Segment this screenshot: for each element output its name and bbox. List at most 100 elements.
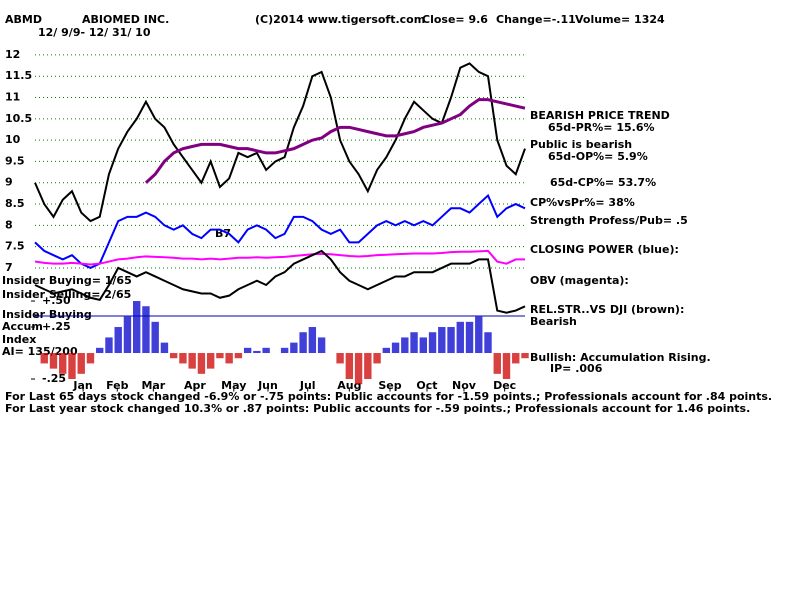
accumulation-bar xyxy=(179,353,187,364)
x-tick-label: Jul xyxy=(299,379,316,392)
series-line xyxy=(34,249,525,266)
y-tick-label: 12 xyxy=(5,48,20,61)
accumulation-bar xyxy=(364,353,372,380)
accumulation-bar xyxy=(382,347,391,354)
accumulation-bar xyxy=(151,321,159,354)
y2-tick-label: -.25 xyxy=(42,372,66,385)
accumulation-bar xyxy=(188,353,196,369)
x-tick-label: Jan xyxy=(72,379,92,392)
accumulation-bar xyxy=(493,353,501,374)
accumulation-bar xyxy=(243,347,252,354)
accumulation-bar xyxy=(206,353,215,369)
accumulation-bar xyxy=(512,353,520,364)
series-line xyxy=(144,98,526,184)
accumulation-bar xyxy=(299,332,307,354)
annotation: Bullish: Accumulation Rising. xyxy=(530,351,711,364)
footer-text: For Last year stock changed 10.3% or .87… xyxy=(5,402,750,415)
accumulation-bar xyxy=(447,327,455,354)
change: Change=-.11 xyxy=(496,13,576,26)
x-tick-label: Dec xyxy=(493,379,516,392)
y-tick-label: 11 xyxy=(5,91,20,104)
copyright: (C)2014 www.tigersoft.com xyxy=(255,13,425,26)
accumulation-bar xyxy=(68,353,76,380)
symbol: ABMD xyxy=(5,13,42,26)
annotation: Strength Profess/Pub= .5 xyxy=(530,214,688,227)
close: Close= 9.6 xyxy=(422,13,488,26)
accumulation-bar xyxy=(123,316,132,354)
y-tick-label: 9 xyxy=(5,176,13,189)
accumulation-bar xyxy=(336,353,344,364)
accumulation-bar xyxy=(96,347,104,354)
accumulation-bar xyxy=(401,337,409,354)
accumulation-bar xyxy=(465,321,474,354)
period: 12/ 9/9- 12/ 31/ 10 xyxy=(38,26,151,39)
accumulation-bar xyxy=(419,337,427,354)
accumulation-bar xyxy=(484,332,492,354)
x-tick-label: Apr xyxy=(184,379,206,392)
accumulation-bar xyxy=(262,347,270,354)
accumulation-bar xyxy=(114,327,122,354)
accumulation-bar xyxy=(280,347,289,354)
x-tick-label: Jun xyxy=(257,379,278,392)
accumulation-bar xyxy=(234,353,243,359)
y-tick-label: 10.5 xyxy=(5,112,32,125)
x-tick-label: Sep xyxy=(378,379,401,392)
series-line xyxy=(34,193,526,270)
y2-tick-label: +.50 xyxy=(42,294,71,307)
x-tick-label: Oct xyxy=(416,379,437,392)
accumulation-bar xyxy=(354,353,363,385)
annotation: 65d-OP%= 5.9% xyxy=(548,150,648,163)
insider-text: Accum xyxy=(2,320,43,333)
y-tick-label: 10 xyxy=(5,133,21,146)
insider-text: Insider Buying= 1/65 xyxy=(2,274,132,287)
volume: Volume= 1324 xyxy=(575,13,665,26)
annotation: 65d-PR%= 15.6% xyxy=(548,121,655,134)
accumulation-bar xyxy=(475,316,483,354)
x-tick-label: Mar xyxy=(141,379,165,392)
x-tick-label: Feb xyxy=(106,379,129,392)
accumulation-bar xyxy=(253,350,261,354)
annotation: CP%vsPr%= 38% xyxy=(530,196,635,209)
accumulation-bar xyxy=(521,353,529,359)
annotation: BEARISH PRICE TREND xyxy=(530,109,670,122)
accumulation-bar xyxy=(428,332,437,354)
annotation: OBV (magenta): xyxy=(530,274,629,287)
annotation: Bearish xyxy=(530,315,577,328)
x-tick-label: Nov xyxy=(452,379,477,392)
accumulation-bar xyxy=(456,321,464,354)
y-tick-label: 7.5 xyxy=(5,240,25,253)
accumulation-bar xyxy=(225,353,233,364)
annotation: IP= .006 xyxy=(550,362,603,375)
accumulation-bar xyxy=(410,332,418,354)
accumulation-bar xyxy=(502,353,511,380)
accumulation-bar xyxy=(160,342,169,354)
accumulation-bar xyxy=(59,353,67,374)
x-tick-label: May xyxy=(221,379,246,392)
accumulation-bar xyxy=(169,353,178,359)
accumulation-bar xyxy=(142,306,150,354)
annotation: 65d-CP%= 53.7% xyxy=(550,176,656,189)
series-line xyxy=(34,249,526,314)
y-tick-label: 8.5 xyxy=(5,197,25,210)
accumulation-bar xyxy=(391,342,400,354)
accumulation-bar xyxy=(133,301,141,354)
annotation: CLOSING POWER (blue): xyxy=(530,243,679,256)
annotation: Public is bearish xyxy=(530,138,632,151)
y2-tick-label: +.25 xyxy=(42,320,71,333)
accumulation-bar xyxy=(40,353,48,364)
y-tick-label: 9.5 xyxy=(5,154,25,167)
insider-text: Index xyxy=(2,333,36,346)
accumulation-bar xyxy=(86,353,95,364)
accumulation-bar xyxy=(438,327,446,354)
footer-text: For Last 65 days stock changed -6.9% or … xyxy=(5,390,772,403)
accumulation-bar xyxy=(345,353,354,380)
accumulation-bar xyxy=(317,337,326,354)
annotation: REL.STR..VS DJI (brown): xyxy=(530,303,684,316)
accumulation-bar xyxy=(197,353,206,374)
y-tick-label: 11.5 xyxy=(5,69,32,82)
accumulation-bar xyxy=(105,337,113,354)
insider-text: Insider Selling= 2/65 xyxy=(2,288,131,301)
company: ABIOMED INC. xyxy=(82,13,169,26)
